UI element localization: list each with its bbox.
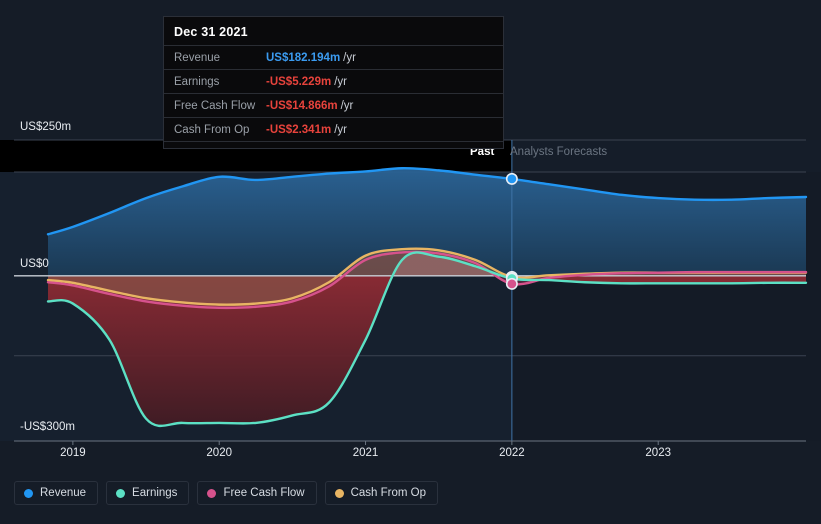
tooltip-row-value-wrap: -US$2.341m/yr <box>266 124 347 136</box>
x-axis-tick-label-2022: 2022 <box>499 447 525 459</box>
tooltip-row-value-wrap: -US$14.866m/yr <box>266 100 353 112</box>
tooltip-row-value: -US$14.866m <box>266 99 338 112</box>
tooltip-row-label: Revenue <box>174 51 221 64</box>
free-cash-flow-area <box>48 251 806 308</box>
tooltip-row: Revenue US$182.194m/yr <box>164 45 503 69</box>
tooltip-footer <box>164 141 503 148</box>
legend-color-dot-icon <box>116 488 126 498</box>
chart-legend: Revenue Earnings Free Cash Flow Cash From O… <box>14 481 439 505</box>
legend-item-label: Cash From Op <box>350 487 427 499</box>
tooltip-row-unit: /yr <box>340 99 354 112</box>
y-axis-label-top: US$250m <box>20 121 72 133</box>
tooltip-row-value: US$182.194m <box>266 51 341 64</box>
data-tooltip: Dec 31 2021 Revenue US$182.194m/yr Earning… <box>163 16 504 149</box>
data-point-marker-revenue[interactable] <box>505 172 518 185</box>
y-axis-label-bottom: -US$300m <box>20 421 75 433</box>
tooltip-row-label: Free Cash Flow <box>174 99 256 112</box>
tooltip-row-value: -US$5.229m <box>266 75 332 88</box>
tooltip-date: Dec 31 2021 <box>174 25 248 39</box>
earnings-line <box>46 251 808 428</box>
tooltip-row-unit: /yr <box>343 51 356 64</box>
legend-color-dot-icon <box>334 488 344 498</box>
tooltip-row-value-wrap: US$182.194m/yr <box>266 52 356 64</box>
legend-item-label: Revenue <box>40 487 87 499</box>
legend-item-label: Free Cash Flow <box>223 487 305 499</box>
earnings-positive-overlay <box>392 252 502 276</box>
x-axis-tick-label-2020: 2020 <box>206 447 232 459</box>
legend-item-cash-from-op[interactable]: Cash From Op <box>324 481 439 505</box>
x-axis-tick-label-2023: 2023 <box>645 447 671 459</box>
tooltip-row-unit: /yr <box>334 75 347 88</box>
legend-item-label: Earnings <box>132 487 178 499</box>
revenue-line <box>46 167 808 236</box>
tooltip-rows: Revenue US$182.194m/yr Earnings -US$5.229m /… <box>164 45 503 141</box>
tooltip-row: Free Cash Flow -US$14.866m/yr <box>164 93 503 117</box>
legend-item-revenue[interactable]: Revenue <box>14 481 99 505</box>
data-point-marker-free-cash-flow[interactable] <box>505 277 518 290</box>
legend-color-dot-icon <box>207 488 217 498</box>
x-axis-tick-label-2019: 2019 <box>60 447 86 459</box>
tooltip-row-label: Cash From Op <box>174 123 250 136</box>
tooltip-row-value-wrap: -US$5.229m/yr <box>266 76 347 88</box>
legend-item-earnings[interactable]: Earnings <box>106 481 190 505</box>
x-axis-tick-label-2021: 2021 <box>352 447 379 459</box>
tooltip-row: Cash From Op -US$2.341m/yr <box>164 117 503 141</box>
y-axis-label-zero: US$0 <box>20 258 49 270</box>
cash-from-op-area <box>48 248 806 305</box>
forecast-band-label: Analysts Forecasts <box>510 146 608 158</box>
tooltip-row: Earnings -US$5.229m/yr <box>164 69 503 93</box>
legend-color-dot-icon <box>24 488 33 498</box>
legend-item-free-cash-flow[interactable]: Free Cash Flow <box>197 481 317 505</box>
tooltip-row-value: -US$2.341m <box>266 123 332 136</box>
tooltip-row-label: Earnings <box>174 75 220 88</box>
past-band-label: Past <box>470 146 495 158</box>
tooltip-row-unit: /yr <box>334 123 347 136</box>
